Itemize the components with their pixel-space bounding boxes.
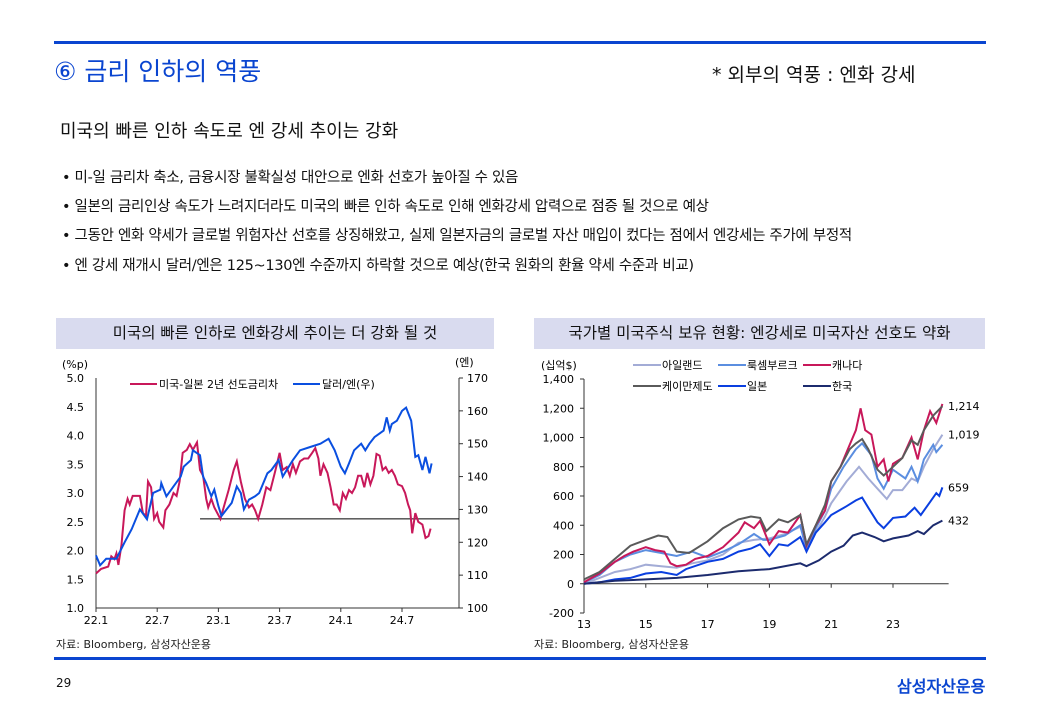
series-line: [583, 434, 944, 585]
legend-label: 케이만제도: [662, 380, 713, 393]
y2-tick-label: 160: [467, 405, 488, 418]
page-title: ⑥ 금리 인하의 역풍: [54, 57, 262, 86]
y-tick-label: 3.5: [67, 458, 85, 471]
y-tick-label: -200: [549, 607, 574, 620]
page-number: 29: [56, 676, 72, 690]
end-value-label: 1,019: [948, 429, 980, 442]
y2-tick-label: 130: [467, 503, 488, 516]
y-tick-label: 1,000: [543, 432, 575, 445]
bullet-item: • 그동안 엔화 약세가 글로벌 위험자산 선호를 상징해왔고, 실제 일본자금…: [62, 228, 852, 244]
x-tick-label: 19: [762, 618, 776, 631]
x-tick-label: 21: [824, 618, 838, 631]
y-axis-label: (십억$): [541, 359, 577, 372]
y-tick-label: 3.0: [67, 487, 85, 500]
x-tick-label: 23: [886, 618, 900, 631]
bullet-item: • 일본의 금리인상 속도가 느려지더라도 미국의 빠른 인하 속도로 인해 엔…: [62, 199, 709, 215]
y-tick-label: 1.5: [67, 573, 85, 586]
end-value-label: 659: [948, 481, 969, 494]
legend-label: 아일랜드: [662, 358, 702, 372]
x-tick-label: 17: [701, 618, 715, 631]
y-tick-label: 200: [553, 549, 574, 562]
bullet-item: • 엔 강세 재개시 달러/엔은 125~130엔 수준까지 하락할 것으로 예…: [62, 258, 694, 274]
y2-tick-label: 110: [467, 569, 488, 582]
y-tick-label: 1,200: [543, 402, 575, 415]
right-chart-source: 자료: Bloomberg, 삼성자산운용: [534, 638, 689, 651]
y-tick-label: 1.0: [67, 602, 85, 615]
x-tick-label: 23.7: [267, 614, 292, 627]
legend-label: 캐나다: [832, 359, 862, 372]
left-chart-source: 자료: Bloomberg, 삼성자산운용: [56, 638, 211, 651]
y-tick-label: 2.5: [67, 516, 85, 529]
y-tick-label: 800: [553, 461, 574, 474]
side-note: * 외부의 역풍 : 엔화 강세: [712, 64, 916, 86]
series-line: [583, 441, 944, 584]
legend-label: 일본: [747, 379, 767, 393]
bullet-item: • 미-일 금리차 축소, 금융시장 불확실성 대안으로 엔화 선호가 높아질 …: [62, 170, 519, 186]
right-chart-title: 국가별 미국주식 보유 현황: 엔강세로 미국자산 선호도 약화: [534, 318, 985, 349]
bottom-rule: [54, 657, 986, 660]
y2-tick-label: 100: [467, 602, 488, 615]
x-tick-label: 13: [577, 618, 591, 631]
series-line: [583, 487, 944, 585]
series-line-usdjpy: [95, 405, 433, 568]
y-tick-label: 4.0: [67, 430, 85, 443]
series-line: [583, 403, 944, 584]
x-tick-label: 24.7: [390, 614, 415, 627]
series-line: [583, 519, 943, 585]
x-tick-label: 15: [639, 618, 653, 631]
end-value-label: 1,214: [948, 400, 980, 413]
legend-label: 달러/엔(우): [322, 378, 375, 391]
left-chart-title: 미국의 빠른 인하로 엔화강세 추이는 더 강화 될 것: [56, 318, 494, 349]
y-tick-label: 5.0: [67, 372, 85, 385]
x-tick-label: 22.1: [84, 614, 109, 627]
y-tick-label: 0: [567, 578, 574, 591]
y2-tick-label: 120: [467, 536, 488, 549]
y2-tick-label: 170: [467, 372, 488, 385]
series-line-spread: [95, 439, 432, 575]
end-value-label: 432: [948, 515, 969, 528]
y-tick-label: 600: [553, 490, 574, 503]
y2-tick-label: 140: [467, 471, 488, 484]
x-tick-label: 22.7: [145, 614, 170, 627]
y2-tick-label: 150: [467, 438, 488, 451]
x-tick-label: 24.1: [329, 614, 354, 627]
y2-axis-label: (엔): [455, 356, 474, 369]
legend-label: 미국-일본 2년 선도금리차: [159, 377, 278, 391]
legend-label: 룩셈부르크: [747, 359, 798, 372]
y-tick-label: 1,400: [543, 373, 575, 386]
company-logo: 삼성자산운용: [897, 677, 986, 696]
y-axis-label: (%p): [62, 358, 88, 371]
section-subtitle: 미국의 빠른 인하 속도로 엔 강세 추이는 강화: [60, 121, 399, 142]
series-line: [583, 405, 944, 581]
x-tick-label: 23.1: [206, 614, 231, 627]
y-tick-label: 400: [553, 519, 574, 532]
top-rule: [54, 41, 986, 44]
y-tick-label: 2.0: [67, 545, 85, 558]
legend-label: 한국: [832, 380, 852, 393]
y-tick-label: 4.5: [67, 401, 85, 414]
